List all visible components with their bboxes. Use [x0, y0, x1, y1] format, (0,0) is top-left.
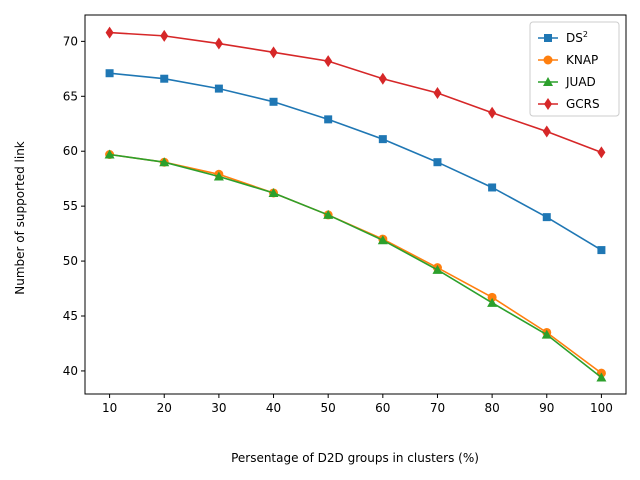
x-tick-label: 80: [484, 401, 499, 415]
legend-label-superscript: 2: [583, 30, 588, 39]
y-tick-label: 50: [63, 254, 78, 268]
series-ds: [105, 69, 606, 255]
x-tick-label: 100: [590, 401, 613, 415]
data-point: [160, 74, 169, 83]
data-point: [105, 26, 114, 39]
data-point: [488, 106, 497, 119]
data-point: [324, 115, 333, 124]
legend-item: KNAP: [538, 53, 598, 67]
x-tick-label: 10: [102, 401, 117, 415]
series-juad: [104, 149, 607, 382]
x-tick-label: 40: [266, 401, 281, 415]
data-point: [542, 213, 551, 222]
y-tick-label: 45: [63, 309, 78, 323]
legend-label: JUAD: [565, 75, 596, 89]
data-point: [432, 264, 443, 274]
data-point: [597, 246, 606, 255]
data-point: [597, 146, 606, 159]
data-point: [160, 29, 169, 42]
legend-item: JUAD: [538, 75, 596, 89]
legend-item: GCRS: [538, 97, 600, 111]
legend-label: GCRS: [566, 97, 600, 111]
data-point: [159, 157, 170, 167]
data-point: [269, 46, 278, 59]
data-point: [378, 72, 387, 85]
x-tick-label: 30: [211, 401, 226, 415]
data-point: [269, 97, 278, 106]
legend: DS2 KNAP JUAD GCRS: [529, 21, 620, 117]
legend-marker: [544, 98, 552, 110]
legend-marker: [543, 55, 553, 65]
data-point: [487, 292, 497, 302]
x-tick-label: 60: [375, 401, 390, 415]
data-point: [596, 372, 607, 382]
data-point: [104, 149, 115, 159]
data-point: [377, 235, 388, 245]
data-point: [488, 183, 497, 192]
y-tick-label: 70: [63, 34, 78, 48]
data-point: [378, 135, 387, 144]
data-point: [487, 297, 498, 307]
x-axis-label: Persentage of D2D groups in clusters (%): [231, 451, 479, 465]
y-axis: 40 45 50 55 60 65 70: [63, 34, 85, 378]
legend-box: [529, 21, 620, 117]
data-point: [323, 209, 334, 219]
data-point: [324, 55, 333, 68]
legend-marker: [544, 34, 552, 42]
data-point: [541, 329, 552, 339]
data-point: [214, 84, 223, 93]
data-point: [268, 187, 279, 197]
plot-frame: [84, 14, 627, 395]
series-line: [109, 153, 602, 379]
legend-label: KNAP: [566, 53, 598, 67]
series-line: [109, 31, 602, 154]
y-tick-label: 65: [63, 89, 78, 103]
data-point: [542, 125, 551, 138]
x-axis: 10 20 30 40 50 60 70 80 90 100: [102, 394, 613, 415]
y-tick-label: 55: [63, 199, 78, 213]
legend-item: DS2: [538, 30, 588, 45]
x-tick-label: 50: [321, 401, 336, 415]
x-tick-label: 90: [539, 401, 554, 415]
y-tick-label: 60: [63, 144, 78, 158]
x-tick-label: 20: [157, 401, 172, 415]
data-point: [433, 86, 442, 99]
data-point: [105, 69, 114, 78]
data-point: [433, 158, 442, 167]
x-tick-label: 70: [430, 401, 445, 415]
legend-label: DS2: [566, 30, 588, 45]
y-tick-label: 40: [63, 364, 78, 378]
y-axis-label: Number of supported link: [13, 141, 27, 295]
data-point: [214, 37, 223, 50]
series-line: [109, 72, 602, 251]
plot-area: [104, 26, 607, 382]
data-point: [213, 171, 224, 181]
series-gcrs: [105, 26, 606, 159]
legend-marker: [543, 77, 553, 86]
